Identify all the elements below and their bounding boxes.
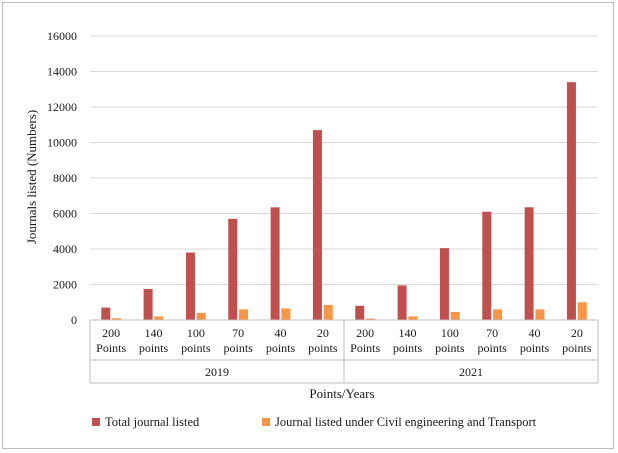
x-tick-label-2-1: points (181, 341, 211, 355)
bar-s0-c9 (482, 211, 492, 320)
y-axis-title: Journals listed (Numbers) (24, 110, 39, 244)
x-tick-label-11-1: points (562, 341, 592, 355)
bar-s0-c0 (101, 307, 111, 320)
legend-label-0: Total journal listed (105, 415, 200, 429)
legend: Total journal listed Journal listed under… (92, 415, 537, 429)
bar-s1-c8 (450, 312, 460, 320)
x-tick-label-1-0: 140 (145, 326, 163, 340)
bar-s0-c7 (397, 285, 407, 320)
x-tick-label-4-1: points (266, 341, 296, 355)
x-tick-label-6-0: 200 (356, 326, 374, 340)
bar-s1-c4 (281, 308, 291, 320)
y-tick-label-8: 16000 (47, 29, 77, 43)
bar-s1-c0 (112, 318, 122, 320)
axes: 0 2000 4000 6000 8000 10000 12000 14000 16000 200… (47, 29, 599, 384)
y-tick-label-7: 14000 (47, 65, 77, 79)
bar-s0-c4 (270, 207, 280, 320)
group-label-1: 2021 (459, 365, 483, 379)
x-tick-label-2-0: 100 (187, 326, 205, 340)
bar-s0-c8 (439, 248, 449, 320)
x-tick-label-7-1: points (393, 341, 423, 355)
bar-s1-c1 (154, 316, 164, 320)
x-tick-label-6-1: Points (350, 341, 380, 355)
chart-frame (2, 2, 614, 449)
x-tick-label-3-0: 70 (232, 326, 244, 340)
bar-s1-c11 (577, 302, 587, 320)
y-tick-label-5: 10000 (47, 136, 77, 150)
bar-s1-c5 (323, 304, 333, 320)
bars (101, 82, 587, 321)
y-tick-label-3: 6000 (53, 207, 77, 221)
x-tick-label-1-1: points (139, 341, 169, 355)
bar-s0-c1 (143, 288, 153, 320)
gridlines (90, 35, 598, 285)
y-tick-label-6: 12000 (47, 100, 77, 114)
x-tick-label-8-1: points (435, 341, 465, 355)
y-tick-label-2: 4000 (53, 242, 77, 256)
bar-s0-c10 (524, 207, 534, 320)
y-tick-label-4: 8000 (53, 171, 77, 185)
bar-s1-c2 (196, 312, 206, 320)
bar-s1-c10 (535, 309, 545, 320)
x-tick-label-0-1: Points (96, 341, 126, 355)
bar-s0-c2 (185, 252, 195, 320)
x-tick-label-11-0: 20 (571, 326, 583, 340)
y-tick-label-1: 2000 (53, 278, 77, 292)
x-tick-label-0-0: 200 (102, 326, 120, 340)
x-tick-label-8-0: 100 (441, 326, 459, 340)
group-label-0: 2019 (205, 365, 229, 379)
bar-s1-c9 (493, 309, 503, 320)
bar-s1-c7 (408, 316, 418, 320)
x-tick-label-9-1: points (477, 341, 507, 355)
x-tick-label-9-0: 70 (486, 326, 498, 340)
x-tick-label-5-1: points (308, 341, 338, 355)
x-tick-label-7-0: 140 (399, 326, 417, 340)
legend-swatch-1 (262, 418, 270, 426)
x-tick-label-10-0: 40 (529, 326, 541, 340)
x-tick-label-4-0: 40 (275, 326, 287, 340)
x-tick-label-10-1: points (520, 341, 550, 355)
x-axis-title: Points/Years (309, 386, 374, 401)
bar-s0-c11 (566, 82, 576, 321)
legend-swatch-0 (92, 418, 100, 426)
x-tick-label-5-0: 20 (317, 326, 329, 340)
x-tick-label-3-1: points (223, 341, 253, 355)
bar-s0-c5 (312, 130, 322, 320)
bar-s0-c6 (355, 305, 365, 320)
bar-s1-c3 (239, 309, 249, 320)
legend-label-1: Journal listed under Civil engineering a… (275, 415, 537, 429)
bar-s1-c6 (366, 318, 376, 320)
bar-s0-c3 (228, 218, 238, 320)
y-tick-label-0: 0 (71, 313, 77, 327)
